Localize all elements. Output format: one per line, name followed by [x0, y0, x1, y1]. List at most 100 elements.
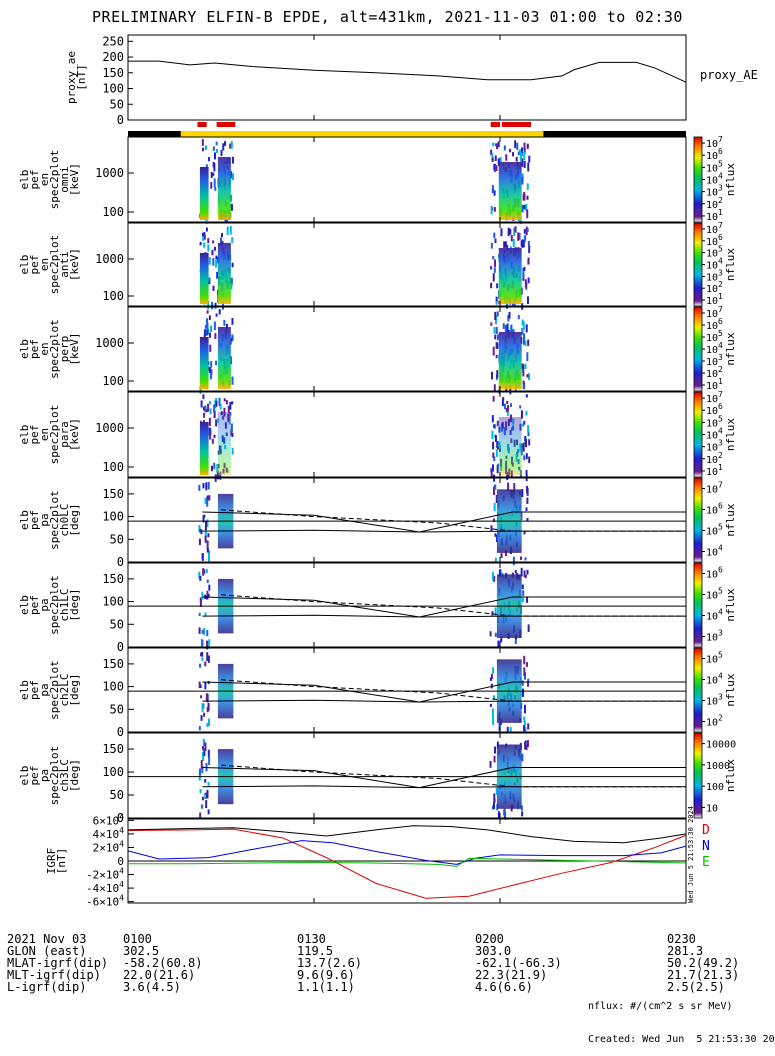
spectrogram-pixel [211, 249, 214, 256]
ylabel-line: [deg] [68, 503, 81, 536]
igrf-ylabel: IGRF[nT] [45, 848, 68, 875]
spectrogram-pixel [210, 465, 213, 472]
ylabel-line: pa [38, 683, 51, 696]
spectrogram-pixel [526, 740, 529, 748]
spectrogram-pixel [524, 279, 527, 288]
spectrogram-pixel [495, 165, 498, 172]
spectrogram-pixel [226, 226, 229, 236]
colorbar-tick-label: 103 [706, 693, 723, 708]
y-tick-label: 50 [110, 617, 124, 631]
spectrogram-pixel [207, 554, 210, 564]
spectrogram-pixel [229, 402, 232, 410]
ylabel-line: pef [28, 255, 41, 275]
footer-row-value: 303.0 [475, 944, 512, 958]
spectrogram-pixel [213, 321, 216, 331]
ylabel-line: [keV] [68, 248, 81, 281]
spectrogram-pixel [523, 160, 526, 169]
spectrogram-burst-2 [498, 417, 522, 475]
y-tick-label: 100 [102, 374, 124, 388]
spectrogram-pixel [210, 361, 213, 368]
spectrogram-burst-1a [199, 253, 209, 304]
spectrogram-pixel [204, 661, 207, 667]
spectrogram-pixel [522, 688, 525, 695]
spectrogram-pixel [207, 550, 210, 559]
colorbar-tick-label: 105 [706, 523, 723, 538]
ylabel-line: spec2plot [48, 235, 61, 295]
spectrogram-pixel [494, 557, 497, 563]
ylabel-line: pef [28, 595, 41, 615]
colorbar-label: nflux [724, 418, 737, 451]
spectrogram-pixel [199, 789, 202, 794]
colorbar [693, 222, 703, 307]
proxy-ae-legend-label: proxy_AE [700, 68, 758, 82]
spectrogram-pixel [507, 227, 510, 235]
spectrogram-pixel [204, 612, 207, 617]
spectrogram-pixel [528, 244, 531, 253]
spectrogram-pixel [503, 241, 506, 249]
ylabel-line: pa [38, 513, 51, 526]
spectrogram-pixel [207, 641, 210, 649]
igrf-side-note: Wed Jun 5 21:53:30 2024 [687, 806, 695, 903]
y-tick-label: 50 [110, 702, 124, 716]
spectrogram-pixel [201, 639, 204, 646]
spectrogram-pixel [523, 704, 526, 714]
y-tick-label: 150 [102, 742, 124, 756]
spectrogram-pixel [522, 321, 525, 331]
colorbar [693, 732, 703, 819]
spectrogram-pixel [496, 334, 499, 341]
y-tick-label: 1000 [95, 336, 124, 350]
spectrogram-pixel [493, 755, 496, 763]
spectrogram-pixel [496, 464, 499, 474]
ylabel-line: pef [28, 680, 41, 700]
spectrogram-pixel [199, 599, 202, 607]
spectrogram-pixel [527, 624, 530, 632]
ylabel-line: elb [18, 680, 31, 700]
footer-row-value: 281.3 [667, 944, 704, 958]
spectrogram-pixel [492, 273, 495, 282]
spectrogram-pixel [203, 329, 206, 337]
spectrogram-pixel [201, 746, 204, 750]
ylabel-line: [deg] [68, 673, 81, 706]
spectrogram-pixel [524, 557, 527, 561]
spectrogram-pixel [225, 400, 228, 405]
spectrogram-pixel [206, 310, 209, 314]
spectrogram-pixel [208, 315, 211, 321]
footer-row: MLAT-igrf(dip) -58.2(60.8) 13.7(2.6) -62.1(… [7, 957, 739, 969]
colorbar [693, 562, 703, 648]
y-tick-label: 1000 [95, 166, 124, 180]
spectrogram-pixel [494, 607, 497, 616]
spectrogram-pixel [218, 473, 221, 480]
spectrogram-pixel [230, 203, 233, 211]
spectrogram-pixel [524, 340, 527, 346]
spectrogram-pixel [207, 702, 210, 711]
spectrogram-pixel [504, 550, 507, 557]
spectrogram-pixel [509, 727, 512, 734]
spectrogram-pixel [230, 283, 233, 290]
spectrogram-pixel [489, 631, 492, 637]
y-tick-label: 100 [102, 510, 124, 524]
spectrogram-pixel [205, 800, 208, 809]
spectrogram-pixel [206, 330, 209, 336]
footer-row-value: 119.5 [297, 944, 334, 958]
spectrogram-pixel [520, 805, 523, 811]
spectrogram-pixel [521, 319, 524, 326]
spectrogram-pixel [231, 376, 234, 385]
spectrogram-pixel [200, 760, 203, 769]
spectrogram-pixel [528, 456, 531, 463]
spectrogram-pixel [219, 403, 222, 410]
y-tick-label: 100 [102, 595, 124, 609]
spectrogram-pixel [512, 556, 515, 566]
spectrogram-pixel [519, 216, 522, 225]
spectrogram-pixel [207, 482, 210, 490]
spectrogram-pixel [493, 267, 496, 273]
spectrogram-pixel [207, 655, 210, 663]
spectrogram-pixel [493, 207, 496, 212]
spectrogram-pixel [213, 178, 216, 188]
spectrogram-pixel [526, 374, 529, 378]
spectrogram-pixel [206, 519, 209, 527]
spectrogram-pixel [212, 164, 215, 168]
spectrogram-pixel [207, 244, 210, 252]
spectrogram-pixel [199, 528, 202, 533]
spectrogram-pixel [206, 640, 209, 650]
pa-speckle-1 [198, 482, 211, 564]
